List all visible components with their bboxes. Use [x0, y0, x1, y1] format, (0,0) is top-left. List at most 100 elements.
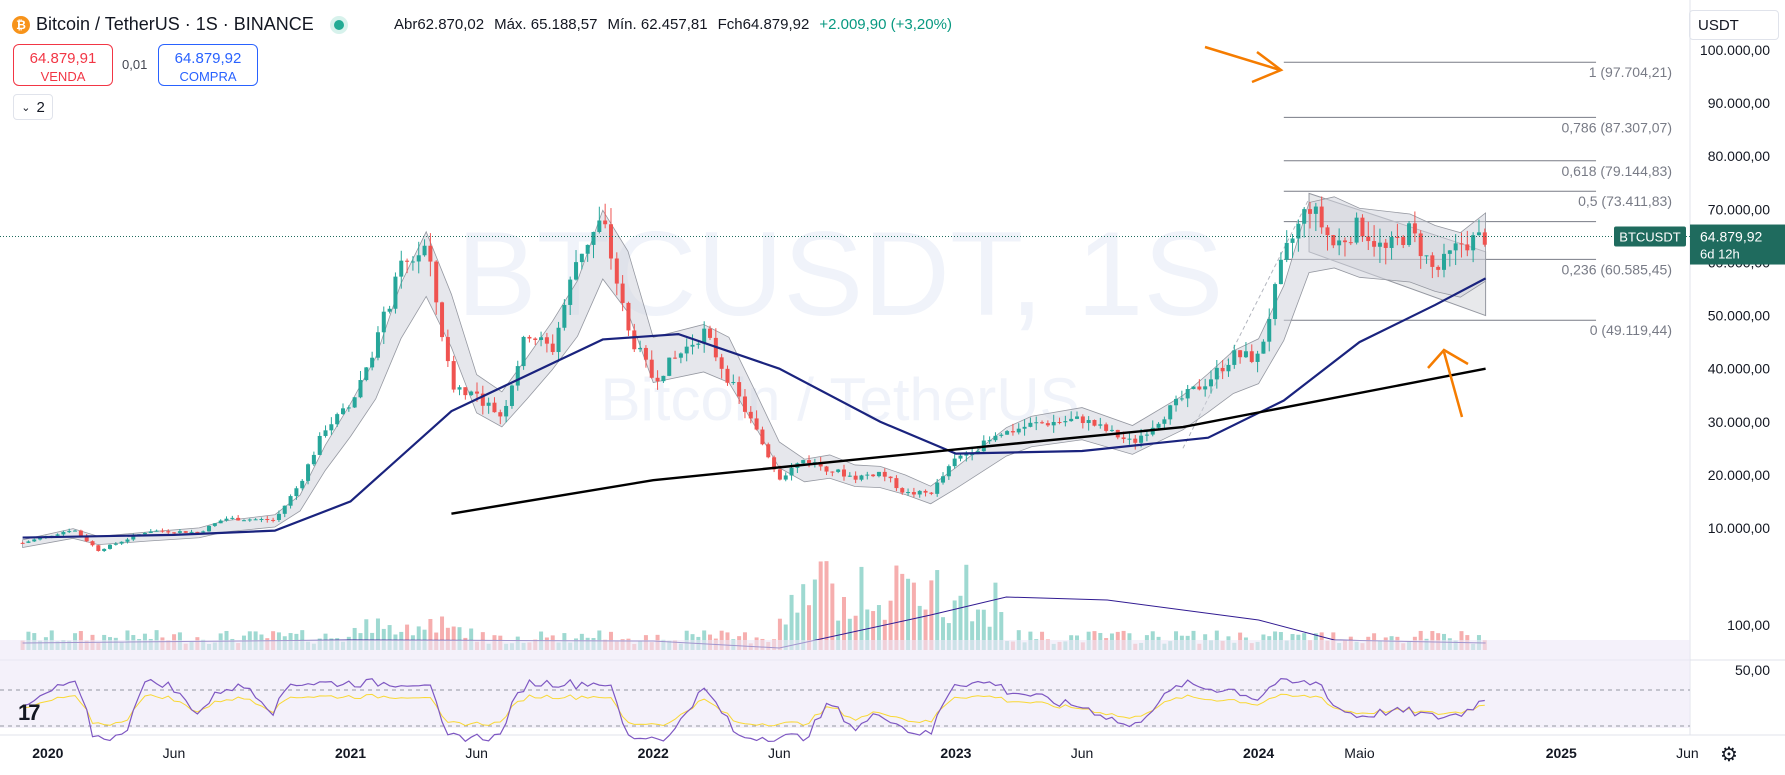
candle-body	[73, 530, 78, 532]
candle-body	[387, 308, 392, 312]
candle-body	[288, 496, 293, 506]
candle-body	[67, 531, 72, 533]
candle-body	[1214, 367, 1219, 380]
candle-body	[1104, 424, 1109, 431]
candle-body	[498, 412, 503, 417]
volume-bars	[20, 561, 1487, 650]
volume-bar	[445, 627, 450, 650]
candle-body	[1366, 236, 1371, 242]
volume-bar	[440, 616, 445, 650]
candle-body	[346, 407, 351, 409]
arrow-bottom	[1442, 351, 1464, 418]
candle-body	[1331, 235, 1336, 246]
candle-body	[1290, 238, 1295, 243]
candle-body	[399, 260, 404, 277]
buy-button[interactable]: 64.879,92 COMPRA	[158, 44, 258, 86]
candle-body	[882, 471, 887, 477]
candle-body	[1051, 421, 1056, 426]
price-tick-label: 70.000,00	[1708, 201, 1770, 217]
candle-body	[154, 530, 159, 532]
last-price-value-box	[1690, 224, 1785, 265]
candle-body	[941, 476, 946, 483]
annotation-arrows[interactable]	[1204, 45, 1469, 418]
candle-body	[259, 519, 264, 521]
sell-price: 64.879,91	[29, 50, 97, 67]
volume-bar	[457, 627, 462, 650]
fib-trend-line	[1182, 198, 1310, 449]
candle-body	[183, 531, 188, 533]
candle-body	[341, 408, 346, 415]
candle-body	[748, 411, 753, 419]
candle-body	[142, 532, 147, 535]
candle-body	[276, 513, 281, 520]
candle-body	[1360, 217, 1365, 237]
volume-bar	[818, 561, 823, 650]
buy-label: COMPRA	[179, 69, 237, 84]
candle-body	[847, 475, 852, 477]
sell-button[interactable]: 64.879,91 VENDA	[13, 44, 113, 86]
candle-body	[544, 337, 549, 344]
last-price-countdown: 6d 12h	[1700, 247, 1740, 262]
candle-body	[550, 343, 555, 353]
candle-body	[428, 245, 433, 262]
time-axis[interactable]: 2020 Jun 2021 Jun 2022 Jun 2023 Jun 2024 Maio 2025…	[32, 745, 1698, 761]
indicators-collapse-button[interactable]: ⌄ 2	[13, 94, 53, 120]
candle-body	[591, 231, 596, 245]
candle-body	[370, 357, 375, 368]
candle-body	[638, 347, 643, 350]
volume-bar	[824, 561, 829, 650]
candle-body	[900, 488, 905, 493]
volume-bar	[841, 597, 846, 650]
candle-body	[1389, 237, 1394, 248]
candle-body	[894, 478, 899, 489]
settings-gear-icon[interactable]: ⚙	[1720, 744, 1738, 766]
price-tick-label: 40.000,00	[1708, 361, 1770, 377]
candle-body	[440, 302, 445, 338]
candle-body	[1191, 386, 1196, 390]
candle-body	[61, 531, 66, 535]
candle-body	[416, 255, 421, 262]
tradingview-logo-icon[interactable]: 17	[18, 700, 41, 725]
candle-body	[1476, 232, 1481, 236]
volume-bar	[975, 609, 980, 650]
candle-body	[801, 460, 806, 464]
candle-body	[917, 490, 922, 495]
price-tick-label: 10.000,00	[1708, 520, 1770, 536]
volume-bar	[801, 584, 806, 650]
candle-body	[876, 471, 881, 477]
candle-body	[655, 377, 660, 382]
candle-body	[1197, 386, 1202, 390]
candle-body	[212, 523, 217, 526]
time-tick-label: Jun	[465, 745, 488, 761]
candle-body	[667, 357, 672, 376]
volume-bar	[923, 609, 928, 650]
bitcoin-icon: ₿	[12, 15, 30, 34]
candle-body	[836, 469, 841, 472]
chevron-down-icon: ⌄	[21, 101, 31, 114]
open-value: 62.870,02	[417, 16, 485, 33]
candle-body	[824, 466, 829, 472]
candle-body	[772, 457, 777, 470]
candle-body	[754, 418, 759, 430]
candle-body	[282, 505, 287, 514]
candle-body	[521, 336, 526, 367]
candle-body	[1412, 223, 1417, 234]
indicators-count: 2	[36, 98, 45, 116]
candle-body	[78, 530, 83, 537]
volume-bar	[416, 626, 421, 650]
volume-bar	[999, 612, 1004, 650]
candle-body	[1418, 233, 1423, 257]
candle-body	[1383, 242, 1388, 248]
candle-body	[1040, 422, 1045, 424]
candle-body	[218, 520, 223, 524]
price-axis[interactable]: 10.000,00 20.000,00 30.000,00 40.000,00 50.0…	[1700, 42, 1770, 678]
candle-body	[230, 517, 235, 519]
volume-bar	[375, 618, 380, 650]
candle-body	[1168, 405, 1173, 420]
candle-body	[1372, 241, 1377, 247]
candle-body	[987, 440, 992, 442]
candle-body	[859, 475, 864, 480]
symbol-title[interactable]: ₿ Bitcoin / TetherUS · 1S · BINANCE	[12, 14, 344, 35]
arrow-top	[1204, 45, 1281, 72]
